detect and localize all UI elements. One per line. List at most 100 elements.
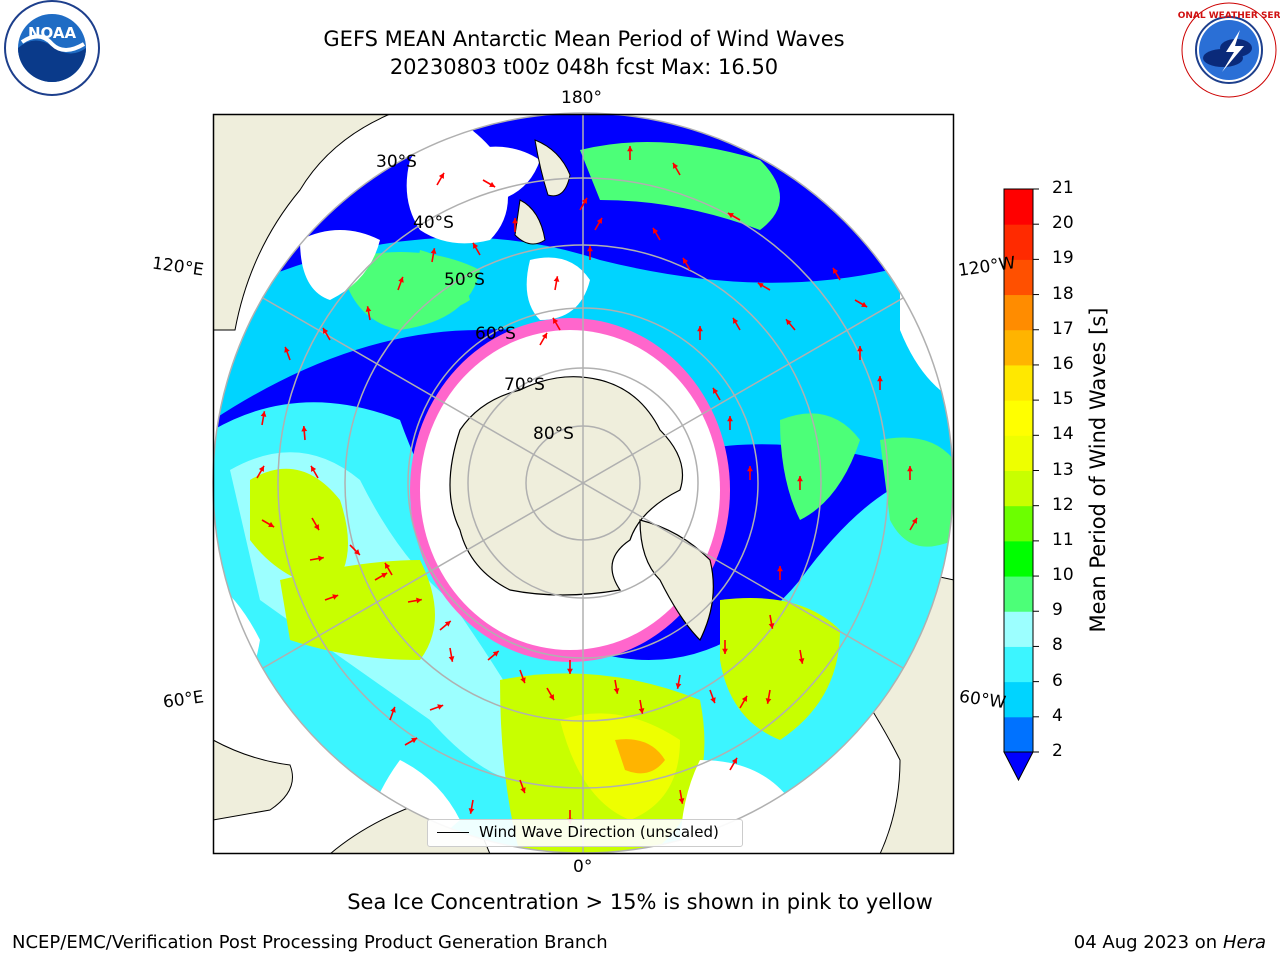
lat-label-70s: 70°S	[504, 375, 545, 395]
lat-label-40s: 40°S	[413, 213, 454, 233]
colorbar-tick-label: 11	[1052, 529, 1074, 550]
colorbar-segment	[1004, 259, 1033, 296]
colorbar-segment	[1004, 224, 1033, 260]
wind-arrow-head	[653, 227, 659, 234]
wind-arrow-head	[520, 677, 526, 684]
lon-label-top: 180°	[561, 88, 602, 108]
wind-arrow-head	[675, 683, 682, 689]
colorbar-segment	[1004, 400, 1033, 436]
colorbar-tick-label: 19	[1052, 248, 1074, 269]
colorbar-segment	[1004, 329, 1033, 366]
wind-arrow-head	[673, 162, 679, 169]
wind-arrow-head	[398, 276, 404, 283]
wind-arrow-head	[260, 411, 267, 417]
wind-arrow-head	[268, 521, 275, 527]
wind-arrow-head	[553, 317, 559, 324]
wind-arrow-head	[710, 697, 716, 704]
colorbar-segment	[1004, 364, 1033, 401]
wind-arrow-head	[722, 648, 728, 654]
map-frame	[212, 113, 955, 855]
wind-arrow-head	[512, 218, 518, 224]
wind-arrow-head	[911, 517, 917, 524]
wind-arrow-head	[416, 597, 422, 604]
colorbar-segment	[1004, 189, 1033, 225]
wind-arrow-head	[861, 301, 868, 307]
wind-arrow-head	[777, 566, 783, 572]
lat-label-50s: 50°S	[444, 270, 485, 290]
wind-arrow-head	[768, 623, 775, 629]
colorbar-tick-label: 15	[1052, 389, 1074, 410]
wind-arrow-head	[833, 267, 839, 274]
svg-text:NATIONAL WEATHER SERVICE: NATIONAL WEATHER SERVICE	[1178, 11, 1280, 21]
colorbar-segment	[1004, 540, 1033, 577]
wind-arrow-head	[473, 242, 479, 249]
colorbar-tick-label: 18	[1052, 283, 1074, 304]
wind-arrow-head	[727, 416, 733, 422]
graticule	[262, 113, 904, 853]
wind-arrow-head	[797, 476, 803, 482]
colorbar-segment	[1004, 576, 1033, 612]
colorbar-segment	[1004, 470, 1033, 507]
wind-arrow-head	[877, 376, 883, 382]
wind-arrow-head	[390, 706, 396, 713]
wind-arrow-head	[323, 327, 329, 334]
wind-arrow-head	[541, 332, 547, 339]
wind-arrow-head	[567, 668, 573, 674]
colorbar-tick-label: 6	[1052, 670, 1063, 691]
footer-org: NCEP/EMC/Verification Post Processing Pr…	[12, 932, 608, 953]
nws-logo: NATIONAL WEATHER SERVICE	[1178, 2, 1280, 98]
wind-arrow-head	[713, 387, 719, 394]
wind-arrow-head	[284, 346, 290, 353]
wind-arrow-head	[733, 317, 739, 324]
wind-arrow-head	[492, 651, 499, 657]
wind-arrow-head	[581, 197, 587, 204]
colorbar-tick-label: 9	[1052, 600, 1063, 621]
wind-arrow-head	[727, 213, 734, 219]
wind-arrow-head	[313, 524, 319, 531]
colorbar-tick-label: 14	[1052, 424, 1074, 445]
colorbar-segment	[1004, 505, 1033, 542]
wind-arrow-head	[757, 283, 764, 289]
wind-arrow-head	[448, 656, 455, 662]
colorbar-tick-label: 16	[1052, 353, 1074, 374]
wind-arrow-head	[613, 688, 620, 694]
lat-label-60s: 60°S	[475, 324, 516, 344]
colorbar-tick-label: 21	[1052, 178, 1074, 198]
wind-arrow-head	[731, 757, 737, 764]
wind-arrow-head	[553, 276, 560, 282]
legend-label: Wind Wave Direction (unscaled)	[479, 823, 719, 841]
colorbar-tick-label: 2	[1052, 741, 1063, 761]
wind-arrow-head	[354, 549, 360, 555]
wind-wave-arrows	[256, 146, 918, 824]
lon-label-bottom: 0°	[573, 857, 593, 877]
colorbar-segment	[1004, 716, 1033, 753]
colorbar-segment	[1004, 646, 1033, 683]
wind-arrow-head	[411, 738, 418, 744]
colorbar-label: Mean Period of Wind Waves [s]	[1086, 307, 1110, 633]
wind-arrow-head	[430, 248, 437, 254]
wind-arrow-head	[683, 257, 689, 264]
wind-arrow-head	[438, 172, 444, 179]
wind-arrow-head	[311, 465, 317, 472]
wind-arrow-head	[587, 246, 593, 252]
footer-host: Hera	[1222, 932, 1266, 953]
wind-arrow-head	[489, 181, 496, 187]
colorbar-tick-label: 13	[1052, 459, 1074, 480]
colorbar-extension	[1003, 751, 1034, 782]
noaa-logo: NOAA	[4, 0, 100, 96]
colorbar-segment	[1004, 681, 1033, 718]
wind-arrow-head	[638, 708, 645, 714]
wind-arrow-head	[747, 466, 753, 472]
wind-arrow-head	[381, 573, 388, 579]
wind-arrow-head	[596, 217, 602, 224]
footer-date-text: 04 Aug 2023 on	[1073, 932, 1218, 953]
wind-arrow-head	[468, 808, 475, 814]
colorbar-tick-label: 8	[1052, 635, 1063, 656]
wind-arrow-head	[332, 594, 339, 600]
colorbar-segment	[1004, 611, 1033, 647]
wind-arrow-head	[548, 694, 554, 701]
wind-arrow-head	[385, 562, 391, 569]
chart-title: GEFS MEAN Antarctic Mean Period of Wind …	[323, 27, 845, 51]
colorbar-tick-label: 4	[1052, 705, 1063, 726]
